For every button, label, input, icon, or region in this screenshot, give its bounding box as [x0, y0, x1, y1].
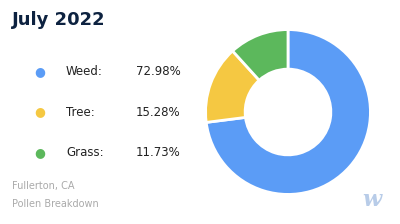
Text: ●: ● [34, 65, 46, 78]
Text: Grass:: Grass: [66, 146, 104, 159]
Text: Weed:: Weed: [66, 65, 103, 78]
Text: w: w [362, 189, 382, 211]
Wedge shape [206, 51, 259, 122]
Text: Fullerton, CA: Fullerton, CA [12, 181, 74, 192]
Wedge shape [206, 30, 370, 194]
Text: ●: ● [34, 146, 46, 159]
Text: ●: ● [34, 106, 46, 118]
Text: 11.73%: 11.73% [136, 146, 181, 159]
Wedge shape [232, 30, 288, 80]
Text: Tree:: Tree: [66, 106, 95, 118]
Text: July 2022: July 2022 [12, 11, 106, 29]
Text: 72.98%: 72.98% [136, 65, 181, 78]
Text: 15.28%: 15.28% [136, 106, 181, 118]
Text: Pollen Breakdown: Pollen Breakdown [12, 199, 99, 209]
